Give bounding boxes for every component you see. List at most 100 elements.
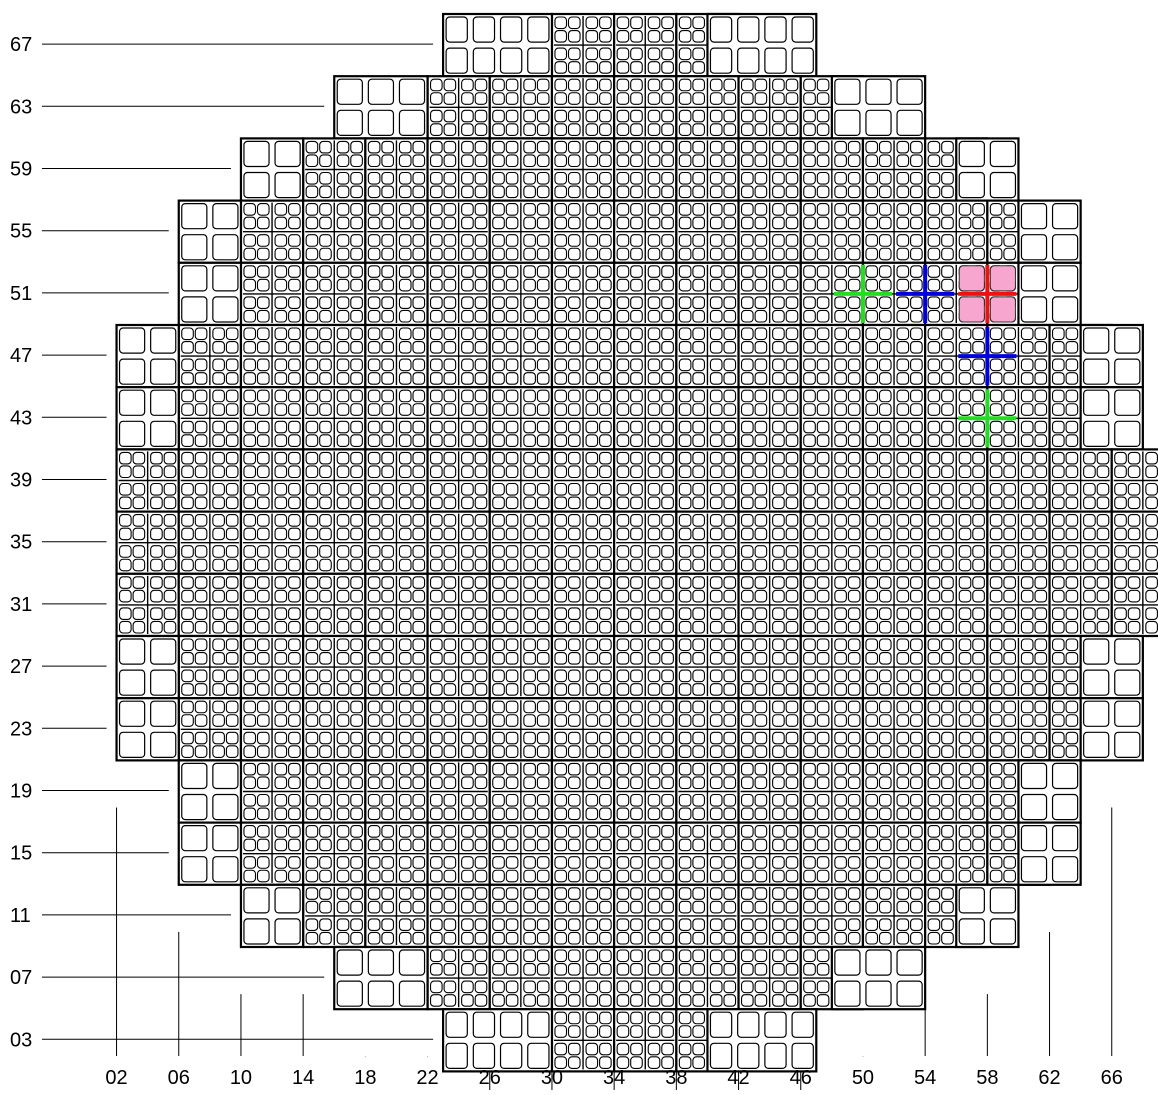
rod-cell bbox=[274, 683, 288, 696]
rod-cell bbox=[630, 918, 643, 932]
rod-cell bbox=[599, 203, 612, 216]
rod-cell bbox=[243, 638, 257, 652]
rod-cell bbox=[972, 545, 985, 558]
rod-cell bbox=[243, 403, 257, 416]
assembly bbox=[488, 448, 554, 513]
rod-cell bbox=[599, 762, 612, 776]
rod-cell bbox=[461, 620, 474, 634]
rod-cell bbox=[927, 234, 941, 247]
rod-cell bbox=[585, 1056, 599, 1069]
rod-cell bbox=[816, 358, 830, 372]
rod-cell bbox=[847, 669, 861, 683]
rod-cell bbox=[256, 403, 270, 416]
rod-cell bbox=[381, 496, 394, 510]
assembly bbox=[799, 323, 865, 389]
rod-cell bbox=[443, 807, 457, 821]
rod-cell bbox=[785, 700, 799, 714]
rod-cell bbox=[350, 372, 363, 385]
rod-cell bbox=[523, 171, 536, 185]
rod-cell bbox=[678, 607, 692, 621]
rod-cell bbox=[709, 931, 723, 945]
assembly bbox=[239, 572, 305, 638]
rod-cell bbox=[554, 358, 568, 372]
rod-cell bbox=[305, 171, 319, 185]
rod-cell bbox=[941, 247, 954, 261]
rod-cell bbox=[972, 651, 985, 665]
rod-cell bbox=[927, 620, 941, 634]
rod-cell bbox=[927, 482, 941, 496]
rod-cell bbox=[274, 296, 288, 309]
rod-cell bbox=[1114, 607, 1127, 621]
rod-cell bbox=[723, 327, 737, 341]
rod-cell bbox=[772, 576, 785, 589]
rod-cell bbox=[505, 140, 519, 154]
rod-cell bbox=[336, 403, 350, 416]
rod-cell bbox=[785, 389, 799, 403]
rod-cell bbox=[336, 216, 350, 230]
rod-cell bbox=[692, 869, 706, 883]
rod-cell bbox=[678, 358, 692, 372]
rod-cell bbox=[630, 420, 643, 434]
rod-cell bbox=[305, 918, 319, 932]
rod-cell bbox=[647, 278, 661, 292]
rod-cell bbox=[661, 856, 674, 869]
rod-cell bbox=[661, 589, 674, 603]
rod-cell bbox=[740, 140, 754, 154]
rod-cell bbox=[599, 745, 612, 758]
rod-cell bbox=[319, 482, 332, 496]
rod-cell bbox=[505, 980, 519, 994]
rod-cell bbox=[1020, 358, 1034, 372]
rod-cell bbox=[803, 327, 816, 341]
rod-cell bbox=[816, 451, 830, 465]
rod-cell bbox=[910, 887, 923, 900]
rod-cell bbox=[785, 683, 799, 696]
rod-cell bbox=[523, 527, 536, 541]
rod-cell bbox=[754, 109, 768, 123]
rod-cell bbox=[740, 949, 754, 963]
rod-cell bbox=[554, 123, 568, 136]
rod-cell bbox=[1034, 651, 1048, 665]
rod-cell bbox=[692, 545, 706, 558]
rod-cell bbox=[1065, 389, 1079, 403]
rod-cell bbox=[474, 980, 488, 994]
assembly bbox=[924, 634, 989, 700]
rod-cell bbox=[941, 576, 954, 589]
rod-cell bbox=[630, 109, 643, 123]
rod-cell bbox=[367, 420, 381, 434]
rod-cell bbox=[412, 793, 426, 807]
rod-cell bbox=[194, 545, 208, 558]
rod-cell bbox=[816, 900, 830, 914]
rod-cell bbox=[816, 434, 830, 447]
fuel-cell bbox=[1020, 824, 1048, 852]
rod-cell bbox=[910, 216, 923, 230]
rod-cell bbox=[772, 714, 785, 727]
rod-cell bbox=[1096, 607, 1110, 621]
assembly bbox=[426, 821, 491, 886]
rod-cell bbox=[443, 434, 457, 447]
rod-cell bbox=[803, 545, 816, 558]
rod-cell bbox=[910, 856, 923, 869]
rod-cell bbox=[132, 514, 146, 527]
rod-cell bbox=[505, 327, 519, 341]
rod-cell bbox=[941, 714, 954, 727]
rod-cell bbox=[723, 762, 737, 776]
rod-cell bbox=[740, 638, 754, 652]
rod-cell bbox=[225, 638, 239, 652]
rod-cell bbox=[616, 29, 630, 43]
rod-cell bbox=[212, 465, 225, 479]
rod-cell bbox=[878, 327, 892, 341]
rod-cell bbox=[367, 403, 381, 416]
rod-cell bbox=[661, 389, 674, 403]
rod-cell bbox=[1003, 203, 1017, 216]
rod-cell bbox=[599, 29, 612, 43]
rod-cell bbox=[492, 607, 505, 621]
rod-cell bbox=[194, 576, 208, 589]
rod-cell bbox=[554, 465, 568, 479]
rod-cell bbox=[972, 714, 985, 727]
assembly bbox=[861, 883, 927, 949]
rod-cell bbox=[398, 278, 412, 292]
rod-cell bbox=[1145, 465, 1158, 479]
rod-cell bbox=[785, 669, 799, 683]
rod-cell bbox=[740, 496, 754, 510]
rod-cell bbox=[461, 171, 474, 185]
